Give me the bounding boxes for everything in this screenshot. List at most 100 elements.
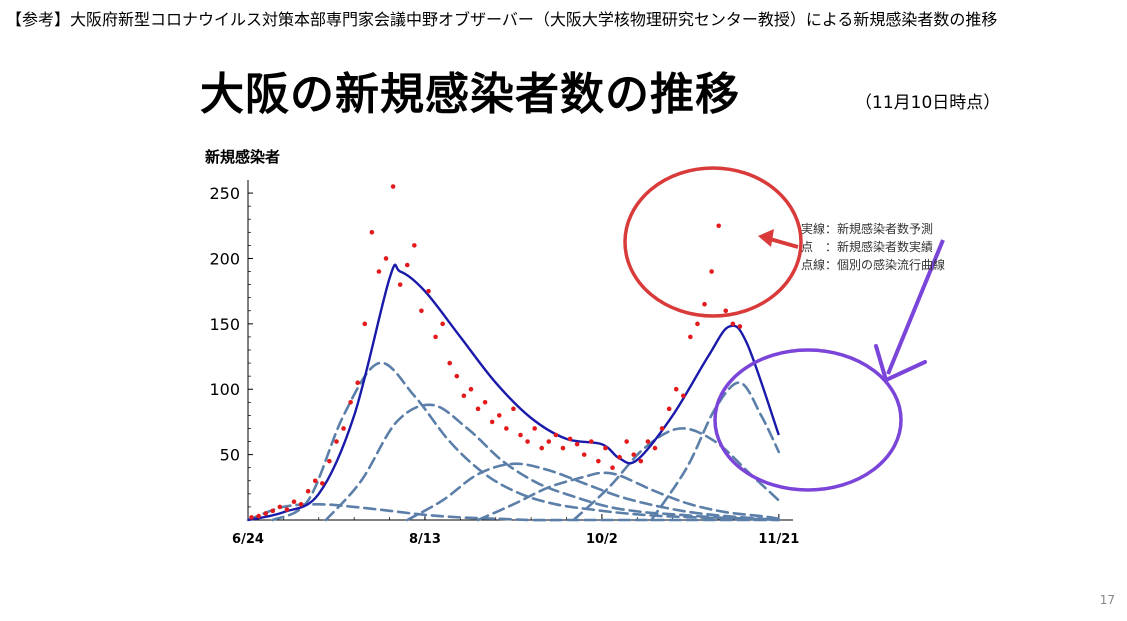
data-point <box>249 515 254 520</box>
data-point <box>504 426 509 431</box>
data-point <box>645 439 651 444</box>
x-tick-label: 10/2 <box>586 532 618 547</box>
legend-dashed: 点線：個別の感染流行曲線 <box>801 257 945 272</box>
data-point <box>320 481 325 486</box>
component-curves <box>246 361 781 522</box>
data-point <box>489 419 495 425</box>
data-point <box>412 243 417 248</box>
slide-subtitle: （11月10日時点） <box>855 93 1001 113</box>
data-point <box>666 406 672 412</box>
data-point <box>263 511 268 516</box>
data-point <box>617 454 622 460</box>
purple-arrow-head <box>874 344 927 382</box>
fit-curve <box>247 263 780 522</box>
data-point <box>702 301 707 307</box>
data-point <box>348 400 353 405</box>
legend-solid: 実線：新規感染者数予測 <box>801 221 933 236</box>
x-tick-label: 8/13 <box>409 532 441 547</box>
data-point <box>511 406 516 412</box>
component-curve-5 <box>406 462 781 522</box>
data-point <box>312 478 318 484</box>
data-point <box>688 334 693 340</box>
data-point <box>305 488 311 494</box>
component-curve-8 <box>650 381 781 522</box>
y-tick-label: 250 <box>209 184 240 203</box>
purple-ellipse <box>713 348 903 492</box>
data-point <box>638 458 644 464</box>
data-point <box>723 308 729 314</box>
data-point <box>355 380 361 385</box>
fit-curve-line <box>247 263 780 522</box>
data-point <box>496 413 502 418</box>
data-point <box>270 508 276 514</box>
legend: 実線：新規感染者数予測 点 ：新規感染者数実績 点線：個別の感染流行曲線 <box>801 221 945 272</box>
data-point <box>404 262 410 268</box>
component-curve-6 <box>476 471 781 522</box>
data-point <box>334 439 339 444</box>
red-arrow-head <box>758 229 774 247</box>
data-point <box>588 439 594 444</box>
data-point <box>298 502 304 507</box>
data-points <box>249 184 743 520</box>
x-tick-label: 11/21 <box>758 532 799 547</box>
data-point <box>603 445 608 451</box>
y-tick-label: 150 <box>209 315 240 334</box>
data-point <box>737 324 743 329</box>
data-point <box>567 436 573 442</box>
red-arrow-shaft <box>769 237 799 249</box>
data-point <box>454 373 460 379</box>
data-point <box>624 439 629 444</box>
annotations <box>623 166 945 492</box>
component-curve-4 <box>324 403 781 522</box>
data-point <box>426 288 431 294</box>
data-point <box>532 426 537 431</box>
y-tick-label: 100 <box>209 380 240 399</box>
data-point <box>362 321 368 327</box>
data-point <box>730 321 736 327</box>
y-tick-label: 50 <box>220 446 240 465</box>
x-tick-label: 6/24 <box>232 532 264 547</box>
data-point <box>390 184 396 189</box>
data-point <box>482 400 488 405</box>
data-point <box>695 321 700 327</box>
data-point <box>468 386 474 392</box>
purple-arrow-shaft <box>886 239 945 375</box>
y-axis-label: 新規感染者 <box>205 148 280 166</box>
data-point <box>574 441 580 447</box>
data-point <box>709 269 714 274</box>
data-point <box>673 386 679 392</box>
data-point <box>475 406 481 412</box>
chart-axes: 50 100 150 200 250 6/24 8/13 10/2 11/21 <box>209 180 799 547</box>
data-point <box>447 360 453 366</box>
data-point <box>581 452 587 457</box>
slide-header: 【参考】大阪府新型コロナウイルス対策本部専門家会議中野オブザーバー（大阪大学核物… <box>6 10 998 29</box>
component-curve-2 <box>246 502 781 522</box>
legend-points: 点 ：新規感染者数実績 <box>801 239 933 254</box>
component-curve-3 <box>271 361 770 522</box>
data-point <box>461 393 467 399</box>
data-point <box>376 269 382 274</box>
data-point <box>256 513 261 519</box>
data-point <box>419 308 424 314</box>
data-point <box>291 499 297 504</box>
data-point <box>659 426 665 431</box>
data-point <box>383 256 389 261</box>
data-point <box>369 230 375 235</box>
data-point <box>553 432 559 438</box>
data-point <box>610 465 615 470</box>
data-point <box>525 439 530 444</box>
data-point <box>716 223 721 229</box>
slide-title: 大阪の新規感染者数の推移 <box>200 69 740 120</box>
data-point <box>327 458 332 464</box>
data-point <box>277 504 283 510</box>
data-point <box>433 334 438 340</box>
y-tick-label: 200 <box>209 249 240 268</box>
data-point <box>546 439 552 444</box>
data-point <box>518 432 523 438</box>
data-point <box>596 458 601 464</box>
data-point <box>631 452 637 457</box>
data-point <box>284 507 290 512</box>
data-point <box>680 393 686 399</box>
